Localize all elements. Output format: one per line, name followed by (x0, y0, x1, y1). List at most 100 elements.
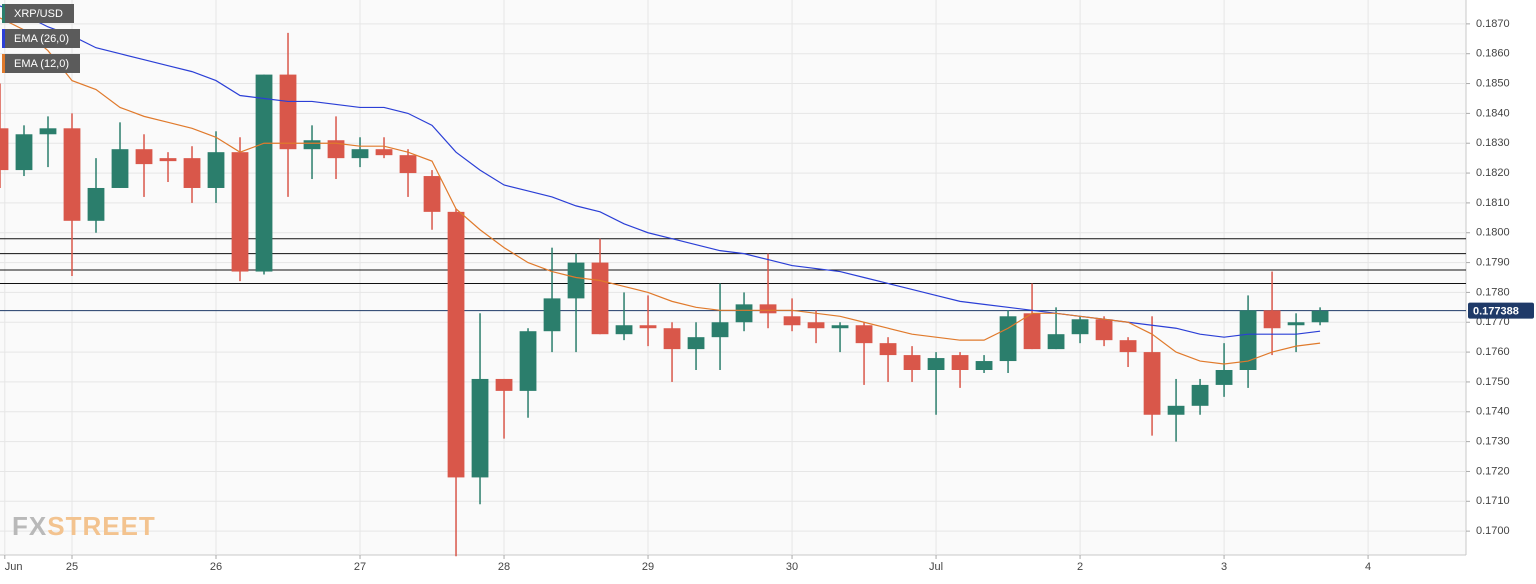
y-tick-label: 0.1790 (1476, 256, 1510, 268)
candle-body (1263, 310, 1281, 329)
candle-body (1167, 405, 1185, 415)
candle-body (327, 140, 345, 159)
legend-box (2, 54, 80, 73)
legend-swatch (2, 4, 5, 23)
x-tick-label: 3 (1221, 561, 1227, 573)
y-tick-label: 0.1780 (1476, 286, 1510, 298)
candle-body (447, 211, 465, 478)
plot-background (0, 0, 1466, 555)
last-price-box (1468, 302, 1534, 319)
legend-label: EMA (26,0) (14, 33, 69, 45)
candle-body (375, 149, 393, 156)
y-tick-label: 0.1740 (1476, 406, 1510, 418)
x-tick-label: 2 (1077, 561, 1083, 573)
candle-body (807, 322, 825, 329)
candle-body (495, 378, 513, 391)
candle-body (231, 152, 249, 272)
candle-body (423, 176, 441, 212)
legend-box (2, 29, 80, 48)
legend-swatch (2, 54, 5, 73)
legend-label: EMA (12,0) (14, 58, 69, 70)
candle-body (927, 358, 945, 370)
candle-body (1215, 370, 1233, 385)
candle-body (711, 322, 729, 338)
legend-label: XRP/USD (14, 8, 63, 20)
candle-body (519, 331, 537, 391)
candle-body (111, 149, 129, 188)
candle-body (639, 325, 657, 329)
candle-body (1287, 322, 1305, 326)
candle-body (783, 316, 801, 326)
candle-body (951, 355, 969, 370)
y-tick-label: 0.1720 (1476, 465, 1510, 477)
candle-body (207, 152, 225, 188)
candle-body (1239, 310, 1257, 370)
y-tick-label: 0.1840 (1476, 107, 1510, 119)
x-tick-label: 25 (66, 561, 78, 573)
candle-body (15, 134, 33, 171)
x-tick-label: Jul (929, 561, 943, 573)
watermark-part: STREET (47, 511, 156, 541)
candle-body (1143, 352, 1161, 415)
candle-body (855, 325, 873, 344)
candle-body (1311, 310, 1329, 323)
candle-body (879, 343, 897, 356)
candle-body (135, 149, 153, 165)
watermark-part: FX (12, 511, 47, 541)
candle-body (735, 304, 753, 323)
candle-body (903, 355, 921, 370)
candle-body (663, 328, 681, 350)
candle-body (1191, 384, 1209, 406)
candle-body (87, 187, 105, 221)
candle-body (303, 140, 321, 150)
y-tick-label: 0.1870 (1476, 18, 1510, 30)
y-tick-label: 0.1830 (1476, 137, 1510, 149)
y-tick-label: 0.1710 (1476, 495, 1510, 507)
y-tick-label: 0.1700 (1476, 525, 1510, 537)
candle-body (615, 325, 633, 335)
candle-body (399, 155, 417, 174)
y-tick-label: 0.1730 (1476, 436, 1510, 448)
candle-body (255, 74, 273, 272)
candle-body (279, 74, 297, 150)
x-tick-label: 29 (642, 561, 654, 573)
candle-body (159, 158, 177, 162)
x-tick-label: Jun (5, 561, 23, 573)
y-tick-label: 0.1760 (1476, 346, 1510, 358)
y-tick-label: 0.1750 (1476, 376, 1510, 388)
candle-body (831, 325, 849, 329)
y-tick-label: 0.1860 (1476, 48, 1510, 60)
candle-body (1047, 334, 1065, 350)
candle-body (975, 361, 993, 370)
y-tick-label: 0.1770 (1476, 316, 1510, 328)
candle-body (759, 304, 777, 314)
candle-body (351, 149, 369, 159)
y-tick-label: 0.1800 (1476, 227, 1510, 239)
candle-body (183, 158, 201, 188)
x-tick-label: 26 (210, 561, 222, 573)
y-tick-label: 0.1820 (1476, 167, 1510, 179)
watermark: FXSTREET (12, 511, 156, 541)
last-price-label: 0.177388 (1473, 306, 1519, 318)
x-tick-label: 27 (354, 561, 366, 573)
candle-body (1023, 313, 1041, 350)
candle-body (1071, 319, 1089, 335)
candle-body (1119, 340, 1137, 353)
candle-body (591, 262, 609, 335)
candle-body (39, 128, 57, 135)
candle-body (543, 298, 561, 332)
candle-body (0, 128, 9, 171)
y-tick-label: 0.1850 (1476, 77, 1510, 89)
legend-box (2, 4, 74, 23)
ema-line (0, 17, 1321, 365)
legend-swatch (2, 29, 5, 48)
x-tick-label: 30 (786, 561, 798, 573)
candle-body (567, 262, 585, 299)
x-tick-label: 28 (498, 561, 510, 573)
candle-body (471, 378, 489, 478)
candle-body (63, 128, 81, 221)
x-tick-label: 4 (1365, 561, 1371, 573)
candle-body (999, 316, 1017, 362)
